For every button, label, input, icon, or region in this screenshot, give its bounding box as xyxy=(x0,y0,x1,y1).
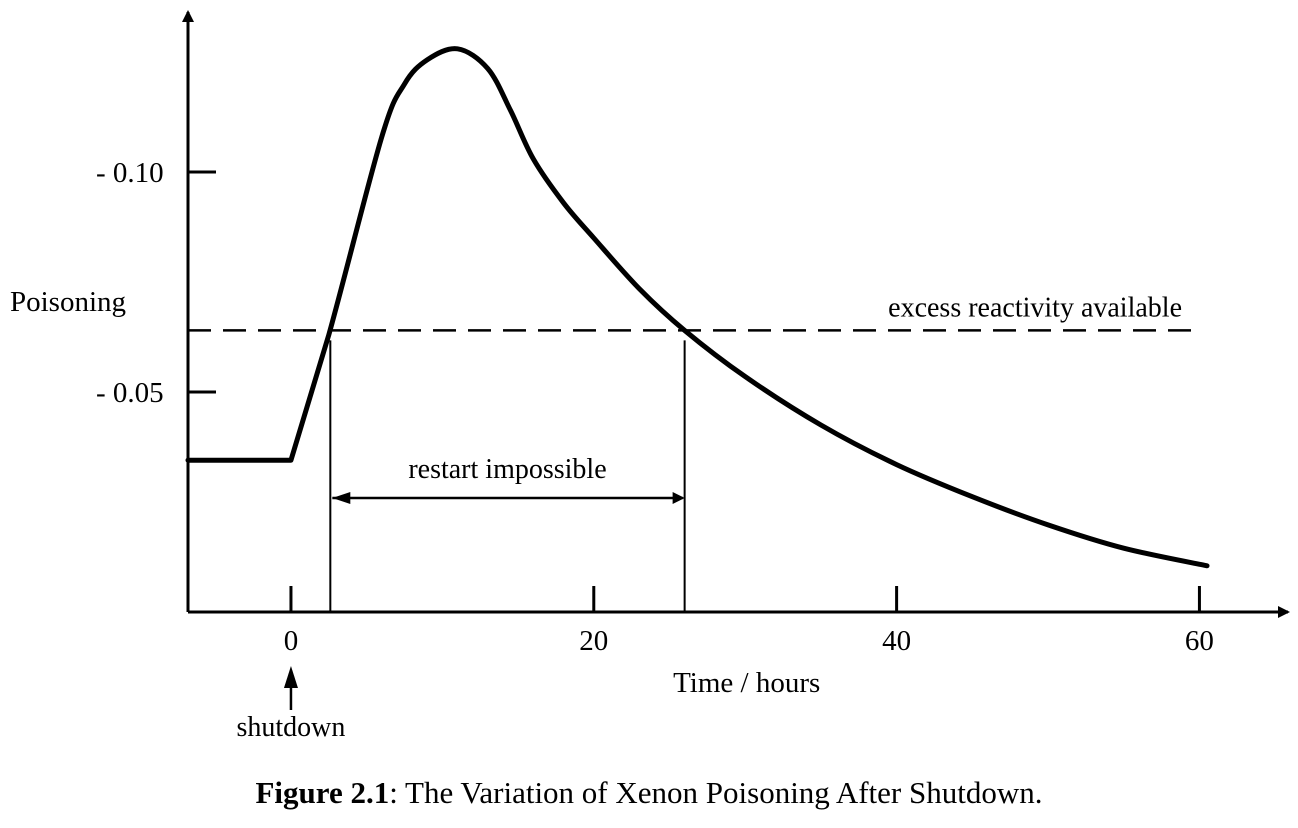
x-tick-label: 40 xyxy=(882,625,911,657)
xenon-poisoning-curve xyxy=(185,46,1210,569)
shutdown-arrowhead xyxy=(283,666,298,688)
x-tick-label: 60 xyxy=(1185,625,1214,657)
y-tick-label: - 0.05 xyxy=(96,377,164,409)
x-axis-title: Time / hours xyxy=(673,667,820,699)
axes: Poisoning Time / hours xyxy=(10,10,1290,699)
figure-caption: Figure 2.1: The Variation of Xenon Poiso… xyxy=(0,775,1298,811)
y-axis-title: Poisoning xyxy=(10,286,126,318)
ticks: 0 20 40 60 - 0.05 - 0.10 xyxy=(96,157,1214,657)
curve-layer xyxy=(185,46,1210,569)
restart-impossible-label: restart impossible xyxy=(408,454,606,485)
xenon-poisoning-chart: Poisoning Time / hours 0 20 40 60 - 0.05 - 0.1… xyxy=(10,10,1290,743)
caption-text: : The Variation of Xenon Poisoning After… xyxy=(389,775,1043,810)
excess-reactivity-label: excess reactivity available xyxy=(888,292,1182,323)
x-tick-label: 20 xyxy=(579,625,608,657)
annotations: excess reactivity available restart impos… xyxy=(188,292,1195,743)
restart-interval-left-arrowhead xyxy=(332,492,351,504)
x-tick-label: 0 xyxy=(284,625,299,657)
caption-figure-number: Figure 2.1 xyxy=(255,775,390,810)
y-tick-label: - 0.10 xyxy=(96,157,164,189)
shutdown-label: shutdown xyxy=(237,712,346,743)
